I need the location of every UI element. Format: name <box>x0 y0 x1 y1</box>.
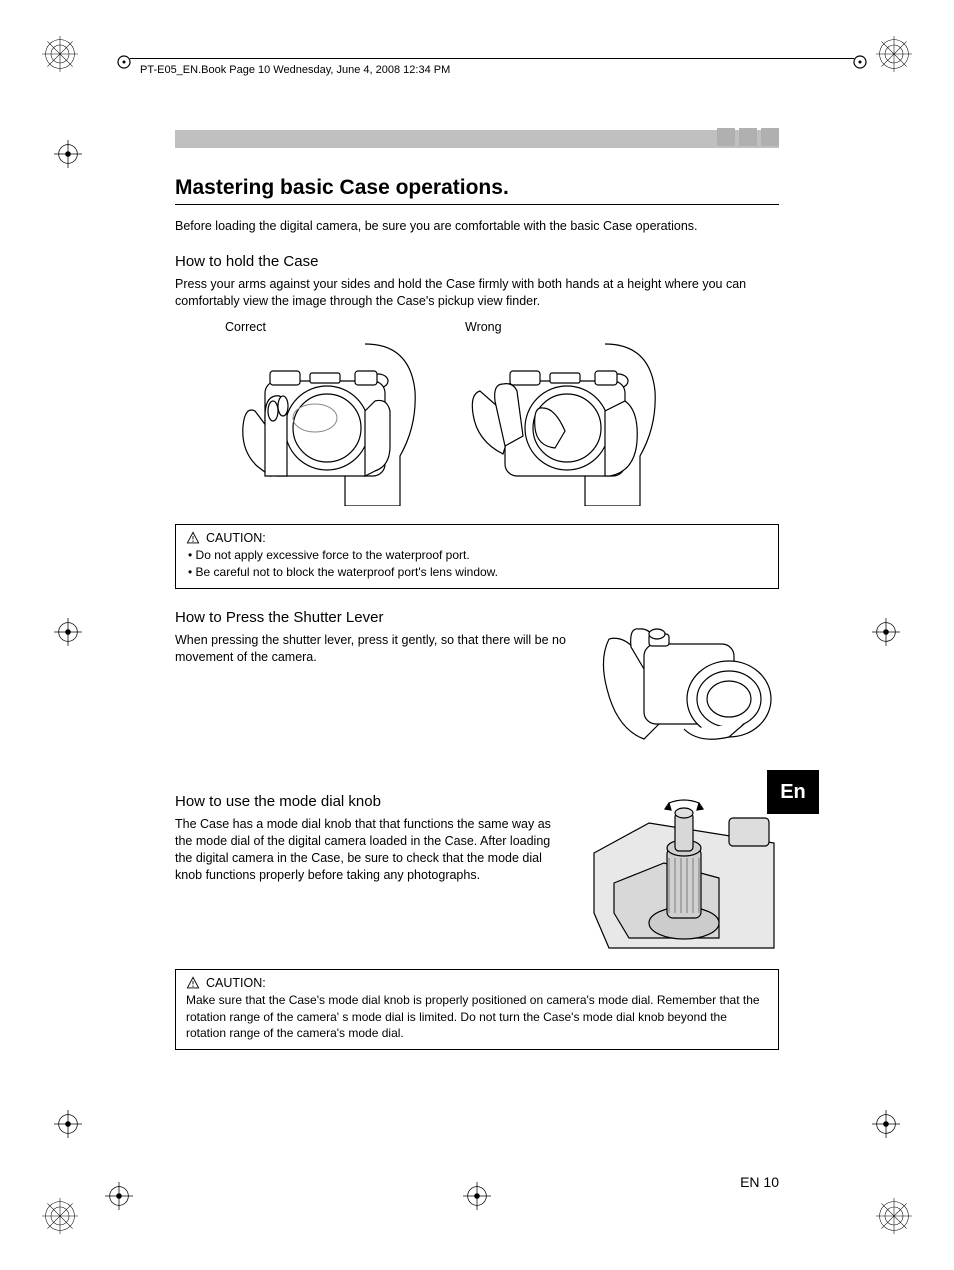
header-rule <box>130 58 854 59</box>
reg-mark-tl <box>42 36 78 72</box>
running-header: PT-E05_EN.Book Page 10 Wednesday, June 4… <box>140 64 450 76</box>
reg-mark-br <box>876 1198 912 1234</box>
reg-side <box>54 1110 82 1138</box>
section-heading-shutter: How to Press the Shutter Lever <box>175 609 569 626</box>
reg-side <box>463 1182 491 1210</box>
header-circle-icon <box>852 54 868 70</box>
page-title: Mastering basic Case operations. <box>175 176 779 200</box>
hold-figures: Correct <box>215 320 779 506</box>
figure-correct <box>215 336 425 506</box>
reg-mark-tr <box>876 36 912 72</box>
figure-shutter <box>589 609 779 769</box>
figure-wrong <box>455 336 665 506</box>
reg-side <box>54 618 82 646</box>
caution-item: Do not apply excessive force to the wate… <box>188 547 768 564</box>
header-squares <box>717 128 779 146</box>
figure-label-wrong: Wrong <box>465 320 502 334</box>
language-tab: En <box>767 770 819 814</box>
figure-label-correct: Correct <box>225 320 266 334</box>
reg-side <box>872 1110 900 1138</box>
page-content: Mastering basic Case operations. Before … <box>175 130 779 1170</box>
caution-item: Be careful not to block the waterproof p… <box>188 564 768 581</box>
reg-side <box>105 1182 133 1210</box>
header-circle-icon <box>116 54 132 70</box>
caution-box-2: CAUTION: Make sure that the Case's mode … <box>175 969 779 1050</box>
caution-box-1: CAUTION: Do not apply excessive force to… <box>175 524 779 590</box>
reg-side <box>54 140 82 168</box>
section-body-hold: Press your arms against your sides and h… <box>175 276 779 310</box>
warning-icon <box>186 531 200 545</box>
section-body-shutter: When pressing the shutter lever, press i… <box>175 632 569 666</box>
title-rule <box>175 204 779 205</box>
caution-title: CAUTION: <box>186 976 768 990</box>
page-number: EN 10 <box>740 1174 779 1190</box>
caution-label: CAUTION: <box>206 976 266 990</box>
section-body-mode: The Case has a mode dial knob that that … <box>175 816 569 884</box>
section-heading-hold: How to hold the Case <box>175 253 779 270</box>
caution-label: CAUTION: <box>206 531 266 545</box>
figure-mode-dial <box>589 793 779 953</box>
reg-side <box>872 618 900 646</box>
reg-mark-bl <box>42 1198 78 1234</box>
intro-text: Before loading the digital camera, be su… <box>175 219 779 233</box>
caution-body: Make sure that the Case's mode dial knob… <box>186 992 768 1041</box>
header-bar <box>175 130 779 148</box>
warning-icon <box>186 976 200 990</box>
caution-title: CAUTION: <box>186 531 768 545</box>
section-heading-mode: How to use the mode dial knob <box>175 793 569 810</box>
